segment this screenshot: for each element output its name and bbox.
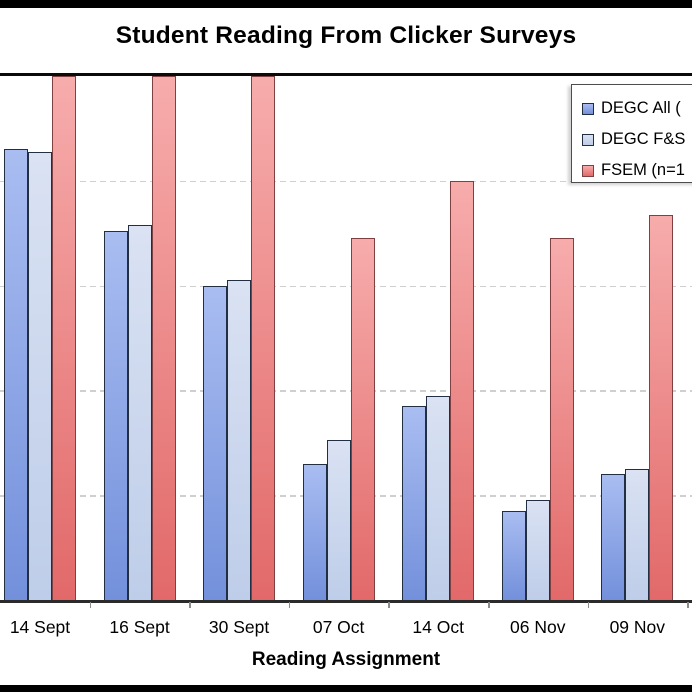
image-top-border [0,0,692,8]
x-axis-line [0,600,692,603]
chart-title: Student Reading From Clicker Surveys [115,22,577,49]
x-axis-tick [388,602,391,608]
x-label-14-sept: 14 Sept [9,617,71,637]
bar-degc-f-s-14-oct [426,395,451,600]
bar-degc-f-s-16-sept [127,225,152,600]
legend-swatch-icon [582,102,594,115]
bar-fsem-n-1-30-sept [251,76,276,600]
bar-degc-f-s-30-sept [227,280,252,600]
bar-fsem-n-1-06-nov [549,238,574,600]
legend-label: DEGC All ( [601,99,681,117]
x-label-16-sept: 16 Sept [109,617,170,637]
bar-degc-all--06-nov [501,510,526,600]
legend-item-0: DEGC All ( [582,93,692,124]
bar-degc-all--16-sept [103,230,128,600]
x-label-09-nov: 09 Nov [609,617,666,637]
x-label-14-oct: 14 Oct [412,617,464,637]
bar-degc-all--30-sept [203,285,228,600]
x-axis-tick [89,602,92,608]
x-axis-title: Reading Assignment [251,649,441,670]
x-label-07-oct: 07 Oct [312,617,365,637]
legend-swatch-icon [582,164,594,177]
x-axis-tick [189,602,191,608]
bar-degc-all--09-nov [601,474,626,600]
legend-label: FSEM (n=1 [601,161,685,179]
bar-degc-f-s-14-sept [28,151,52,600]
x-label-30-sept: 30 Sept [208,617,270,637]
image-bottom-border [0,685,692,692]
plot-area-top-border [0,73,692,76]
bar-degc-all--14-oct [402,406,427,600]
gridline-80 [0,180,692,183]
x-axis-tick [587,602,590,608]
bar-fsem-n-1-14-sept [52,76,76,600]
gridline-40 [0,390,692,392]
bar-fsem-n-1-16-sept [151,76,176,600]
bar-fsem-n-1-14-oct [450,180,475,600]
x-axis-tick [687,602,689,608]
bar-degc-all--07-oct [302,463,327,600]
bar-degc-all--14-sept [4,149,28,600]
x-axis-tick [487,602,490,608]
bar-degc-f-s-06-nov [525,500,550,600]
bar-degc-f-s-07-oct [326,440,351,600]
bar-fsem-n-1-07-oct [350,238,375,600]
bar-fsem-n-1-09-nov [649,214,674,600]
legend-item-1: DEGC F&S [582,124,692,155]
x-axis-tick [288,602,291,608]
bar-degc-f-s-09-nov [625,469,650,600]
legend-item-2: FSEM (n=1 [582,155,692,186]
legend-label: DEGC F&S [601,130,686,148]
x-label-06-nov: 06 Nov [510,617,566,637]
gridline-60 [0,285,692,288]
legend-box: DEGC All ( DEGC F&S FSEM (n=1 [571,84,692,183]
legend-swatch-icon [582,133,594,146]
